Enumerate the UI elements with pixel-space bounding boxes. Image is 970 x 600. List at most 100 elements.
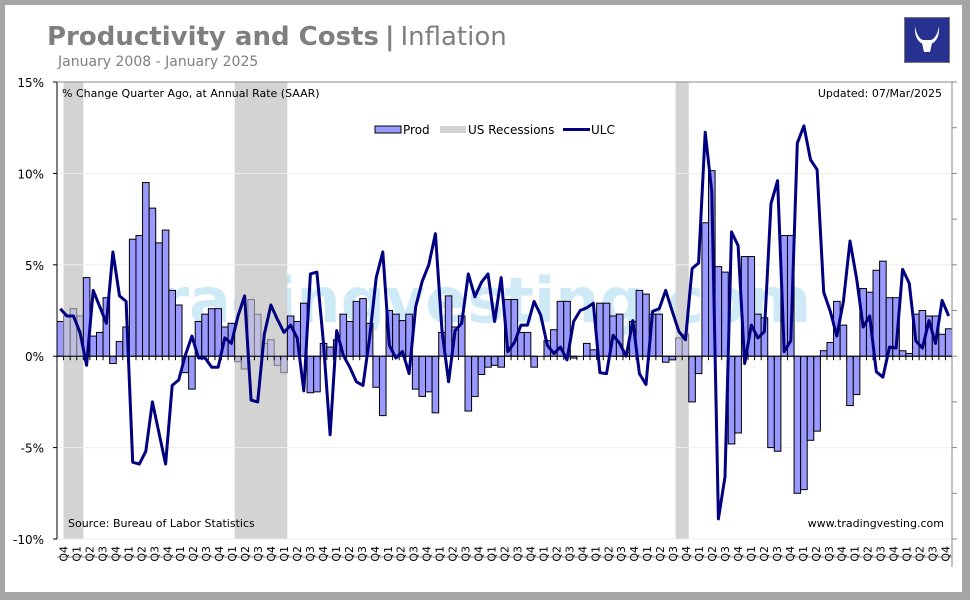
x-tick-label: Q4 — [940, 546, 953, 562]
x-tick-label: Q4 — [784, 546, 797, 562]
prod-bar — [280, 355, 288, 374]
x-tick-label: Q4 — [576, 546, 589, 562]
x-tick-label: Q1 — [278, 546, 291, 562]
x-tick-label: Q3 — [719, 546, 732, 562]
prod-bar — [668, 355, 677, 361]
prod-bar — [95, 331, 104, 357]
legend: Prod US Recessions ULC — [374, 123, 615, 137]
prod-bar — [306, 355, 315, 394]
x-tick-label: Q2 — [447, 546, 460, 562]
units-note: % Change Quarter Ago, at Annual Rate (SA… — [62, 87, 320, 100]
prod-bar — [530, 355, 538, 368]
prod-bar — [477, 355, 486, 375]
prod-bar — [234, 355, 242, 363]
prod-bar — [378, 355, 387, 417]
x-tick-label: Q2 — [83, 546, 96, 562]
x-tick-label: Q2 — [706, 546, 719, 562]
x-tick-label: Q4 — [109, 546, 122, 562]
source-note: Source: Bureau of Labor Statistics — [68, 517, 255, 530]
x-tick-label: Q3 — [96, 546, 109, 562]
legend-ulc-label: ULC — [591, 123, 615, 137]
x-tick-label: Q1 — [901, 546, 914, 562]
prod-bar — [273, 355, 282, 366]
x-tick-label: Q4 — [732, 546, 745, 562]
x-tick-label: Q1 — [537, 546, 550, 562]
x-tick-label: Q3 — [771, 546, 784, 562]
prod-bar — [655, 313, 663, 357]
updated-date: Updated: 07/Mar/2025 — [818, 87, 942, 100]
x-tick-label: Q1 — [434, 546, 447, 562]
y-tick-label: 0% — [25, 350, 44, 364]
x-tick-label: Q4 — [836, 546, 849, 562]
x-tick-label: Q4 — [524, 546, 537, 562]
x-tick-label: Q2 — [602, 546, 615, 562]
ulc-line — [59, 124, 951, 521]
prod-bar — [253, 313, 262, 357]
y-tick-label: 10% — [17, 167, 44, 181]
title-bold: Productivity and Costs — [47, 22, 379, 52]
prod-bar — [201, 313, 209, 357]
prod-bar — [582, 342, 591, 357]
website-note: www.tradingvesting.com — [808, 517, 944, 530]
prod-bar — [326, 346, 334, 357]
x-tick-label: Q3 — [356, 546, 369, 562]
prod-bar — [392, 313, 400, 357]
prod-bar — [444, 295, 453, 357]
x-tick-label: Q1 — [641, 546, 654, 562]
prod-bar — [418, 355, 427, 397]
x-tick-label: Q4 — [57, 546, 70, 562]
recession-band — [234, 82, 288, 539]
x-tick-label: Q1 — [745, 546, 758, 562]
prod-bar — [109, 355, 117, 365]
x-tick-label: Q4 — [628, 546, 641, 562]
prod-bar — [675, 337, 683, 357]
prod-bar — [497, 355, 506, 368]
x-tick-label: Q4 — [317, 546, 330, 562]
prod-bar — [471, 355, 479, 397]
prod-bar — [879, 260, 887, 357]
x-tick-label: Q1 — [849, 546, 862, 562]
x-tick-label: Q2 — [499, 546, 512, 562]
bull-head-logo-icon — [904, 17, 950, 63]
x-tick-label: Q3 — [875, 546, 888, 562]
prod-bar — [56, 320, 65, 357]
prod-bar — [800, 355, 808, 491]
prod-bar — [464, 355, 473, 412]
x-tick-label: Q1 — [486, 546, 499, 562]
x-tick-label: Q4 — [265, 546, 278, 562]
x-tick-label: Q1 — [174, 546, 187, 562]
prod-bar — [602, 302, 611, 357]
prod-bar — [688, 355, 696, 403]
x-tick-label: Q1 — [797, 546, 810, 562]
y-tick-label: -10% — [13, 533, 44, 547]
x-tick-label: Q2 — [395, 546, 408, 562]
legend-prod-label: Prod — [403, 123, 430, 137]
x-tick-label: Q4 — [369, 546, 382, 562]
title-separator: | — [384, 22, 395, 52]
x-tick-label: Q3 — [667, 546, 680, 562]
x-tick-label: Q1 — [693, 546, 706, 562]
prod-bar — [767, 355, 775, 449]
x-tick-label: Q4 — [421, 546, 434, 562]
x-tick-label: Q1 — [589, 546, 602, 562]
prod-bar — [161, 229, 170, 357]
prod-bar — [425, 355, 433, 393]
x-tick-label: Q1 — [330, 546, 343, 562]
x-tick-label: Q3 — [511, 546, 524, 562]
x-tick-label: Q3 — [252, 546, 265, 562]
x-tick-label: Q3 — [927, 546, 940, 562]
prod-bar — [128, 238, 137, 357]
x-tick-label: Q3 — [304, 546, 317, 562]
prod-bar — [701, 222, 710, 357]
prod-bar — [240, 355, 249, 370]
x-tick-label: Q3 — [148, 546, 161, 562]
x-tick-label: Q1 — [226, 546, 239, 562]
x-tick-label: Q1 — [70, 546, 83, 562]
prod-bar — [661, 355, 670, 363]
prod-bar — [286, 315, 295, 357]
legend-recessions-swatch — [440, 126, 466, 133]
y-tick-label: 15% — [17, 76, 44, 90]
x-tick-label: Q3 — [615, 546, 628, 562]
prod-bar — [214, 308, 223, 357]
